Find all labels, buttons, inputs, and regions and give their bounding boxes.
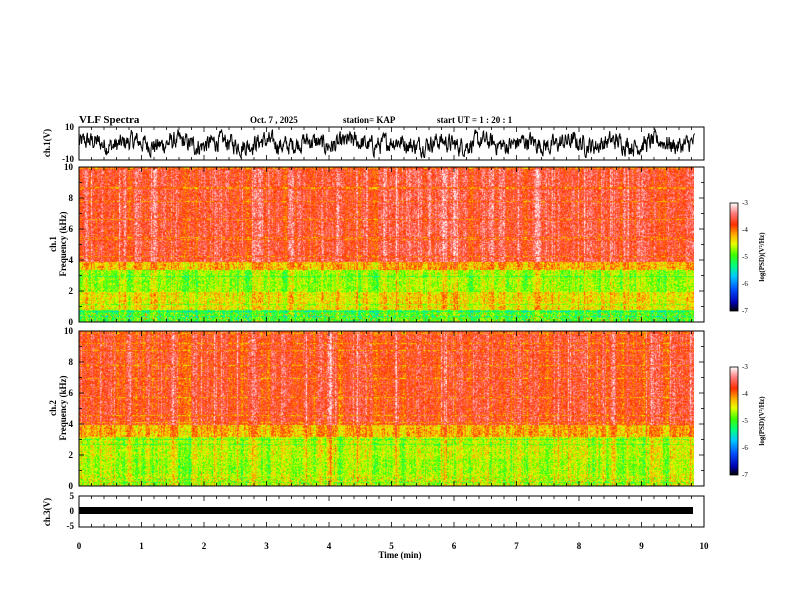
- ch1-freq-tick-4: 4: [69, 255, 74, 265]
- ch1-ylabel-frequency: Frequency (kHz): [58, 211, 68, 276]
- ch1-ytick-top: 10: [65, 122, 75, 132]
- ch1-cb-tick-m5: -5: [742, 253, 748, 261]
- ch1-waveform-panel: 10 -10 ch.1(V): [42, 122, 705, 164]
- ch1-freq-tick-8: 8: [69, 193, 74, 203]
- ch1-cb-tick-m6: -6: [742, 280, 748, 288]
- x-tick-3: 3: [264, 541, 269, 551]
- ch2-ylabel-channel: ch.2: [48, 400, 58, 416]
- ch2-ylabel-frequency: Frequency (kHz): [58, 375, 68, 440]
- ch2-cb-tick-m3: -3: [742, 363, 748, 371]
- ch3-ytick-top: 5: [70, 491, 75, 501]
- x-axis: 0 1 2 3 4 5 6 7 8 9 10 Time (min): [77, 541, 709, 560]
- ch2-freq-tick-2: 2: [69, 450, 74, 460]
- ch2-cb-tick-m4: -4: [742, 390, 748, 398]
- axis-tick-marks: [78, 127, 705, 527]
- ch1-cb-tick-m3: -3: [742, 199, 748, 207]
- ch2-spectrogram-panel: 0 2 4 6 8 10 ch.2 Frequency (kHz): [48, 326, 705, 491]
- x-tick-8: 8: [577, 541, 582, 551]
- ch2-cb-tick-m5: -5: [742, 417, 748, 425]
- ch3-ytick-middle: 0: [70, 506, 75, 516]
- ch1-ylabel: ch.1(V): [42, 129, 52, 157]
- ch3-ytick-bottom: -5: [67, 521, 75, 531]
- x-tick-1: 1: [139, 541, 144, 551]
- ch1-ylabel-channel: ch.1: [48, 236, 58, 252]
- ch1-freq-tick-10: 10: [64, 162, 74, 172]
- x-tick-4: 4: [327, 541, 332, 551]
- ch1-spectrogram-panel: 0 2 4 6 8 10 ch.1 Frequency (kHz): [48, 162, 705, 327]
- x-tick-9: 9: [639, 541, 644, 551]
- ch2-spectrogram-image: [79, 331, 694, 486]
- x-tick-5: 5: [389, 541, 394, 551]
- ch2-freq-tick-8: 8: [69, 357, 74, 367]
- ch2-freq-tick-0: 0: [69, 481, 74, 491]
- ch1-spectrogram-yticks: 0 2 4 6 8 10: [64, 162, 74, 327]
- ch2-freq-tick-4: 4: [69, 419, 74, 429]
- ch2-cb-tick-m7: -7: [742, 471, 748, 479]
- x-tick-6: 6: [452, 541, 457, 551]
- x-tick-10: 10: [700, 541, 710, 551]
- ch1-colorbar: -3 -4 -5 -6 -7 log(PSD)(V²/Hz): [729, 199, 766, 315]
- ch2-cb-tick-m6: -6: [742, 444, 748, 452]
- ch2-spectrogram-yticks: 0 2 4 6 8 10: [64, 326, 74, 491]
- x-tick-0: 0: [77, 541, 82, 551]
- figure-title: VLF Spectra: [79, 114, 140, 126]
- ch3-waveform-panel: 5 0 -5 ch.3(V): [42, 491, 705, 531]
- ch3-ylabel: ch.3(V): [42, 498, 52, 526]
- ch3-waveform-band: [79, 507, 693, 514]
- ch2-colorbar-gradient: [729, 366, 739, 476]
- start-time-label: start UT = 1 : 20 : 1: [437, 115, 513, 125]
- ch1-waveform-line: [78, 127, 696, 160]
- ch2-colorbar: -3 -4 -5 -6 -7 log(PSD)(V²/Hz): [729, 363, 766, 479]
- ch1-colorbar-gradient: [729, 202, 739, 312]
- ch1-colorbar-label: log(PSD)(V²/Hz): [758, 232, 766, 282]
- x-axis-label: Time (min): [378, 550, 421, 560]
- ch2-freq-tick-10: 10: [64, 326, 74, 336]
- ch1-freq-tick-0: 0: [69, 317, 74, 327]
- x-tick-7: 7: [514, 541, 519, 551]
- ch1-cb-tick-m7: -7: [742, 307, 748, 315]
- ch1-spectrogram-image: [79, 167, 694, 322]
- ch2-freq-tick-6: 6: [69, 388, 74, 398]
- x-tick-2: 2: [202, 541, 207, 551]
- ch1-freq-tick-6: 6: [69, 224, 74, 234]
- date-label: Oct. 7 , 2025: [250, 115, 298, 125]
- ch1-ytick-bottom: -10: [62, 154, 74, 164]
- ch1-cb-tick-m4: -4: [742, 226, 748, 234]
- ch2-colorbar-label: log(PSD)(V²/Hz): [758, 396, 766, 446]
- station-label: station= KAP: [343, 115, 396, 125]
- ch1-freq-tick-2: 2: [69, 286, 74, 296]
